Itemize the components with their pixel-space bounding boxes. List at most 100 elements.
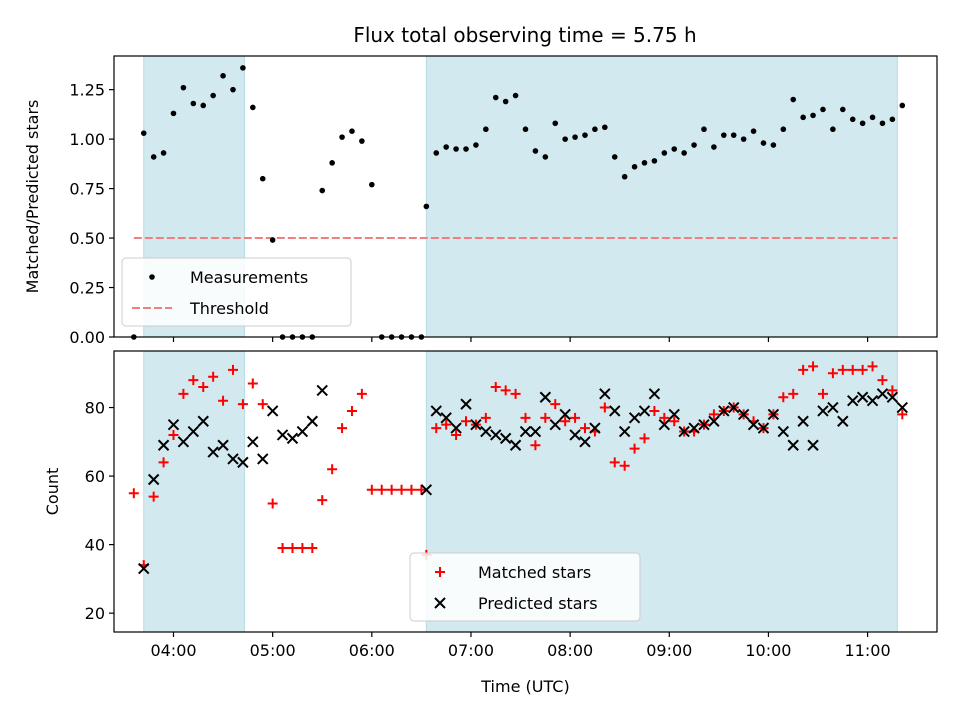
predicted-star-point: [837, 415, 849, 427]
matched-star-point: [817, 388, 828, 399]
matched-star-point: [570, 412, 581, 423]
predicted-star-point: [420, 484, 433, 496]
predicted-star-point: [147, 473, 160, 486]
matched-star-point: [297, 543, 308, 554]
predicted-star-point: [678, 425, 690, 438]
predicted-star-point: [827, 401, 839, 414]
measurement-point: [319, 187, 326, 194]
chart-title: Flux total observing time = 5.75 h: [353, 23, 696, 47]
measurement-point: [760, 140, 767, 146]
legend: Matched stars Predicted stars: [409, 552, 641, 622]
predicted-star-point: [490, 429, 502, 441]
measurement-point: [830, 126, 836, 133]
matched-star-point: [386, 484, 397, 495]
matched-star-point: [798, 364, 809, 375]
measurement-point: [721, 132, 727, 138]
axes-frame: [113, 55, 938, 338]
predicted-star-point: [549, 418, 561, 431]
matched-star-point: [550, 399, 561, 410]
y-tick-label: 1.25: [69, 81, 105, 100]
measurement-point: [562, 136, 568, 142]
predicted-star-point: [747, 418, 760, 431]
measurement-point: [552, 120, 559, 127]
legend-box: [121, 257, 352, 327]
matched-star-point: [356, 388, 367, 399]
predicted-star-point: [157, 439, 170, 451]
predicted-star-point: [569, 429, 581, 441]
predicted-star-point: [257, 453, 269, 465]
x-tick-label: 07:00: [448, 641, 494, 660]
measurement-point: [140, 130, 147, 136]
x-tick-label: 05:00: [250, 641, 296, 660]
matched-star-point: [827, 368, 838, 379]
measurement-point: [240, 65, 246, 71]
measurement-point: [820, 106, 826, 113]
measurement-point: [641, 160, 648, 166]
measurement-point: [740, 136, 747, 142]
predicted-star-point: [559, 408, 571, 421]
measurement-point: [329, 160, 335, 166]
x-tick-label: 08:00: [547, 641, 593, 660]
measurement-point: [512, 92, 519, 99]
y-tick-label: 80: [85, 399, 105, 418]
measurement-point: [602, 124, 608, 131]
matched-star-point: [490, 381, 501, 392]
measurement-point: [443, 144, 449, 150]
y-tick-label: 1.00: [69, 130, 105, 149]
matched-star-point: [837, 364, 848, 375]
matched-star-point: [560, 416, 571, 427]
matched-star-point: [188, 375, 199, 386]
bottom-panel-count: 20 40 60 80 04:00 05:00 06:00 07:00 08:00 09:00 10…: [43, 350, 938, 696]
measurement-point: [180, 84, 187, 91]
measurement-point: [631, 164, 638, 170]
legend-label: Threshold: [189, 299, 269, 318]
predicted-star-point: [579, 436, 591, 448]
measurement-point: [542, 154, 549, 160]
matched-star-point: [277, 543, 288, 554]
y-tick-label: 0.50: [69, 229, 105, 248]
measurement-point: [170, 110, 177, 117]
predicted-star-point: [266, 405, 279, 417]
predicted-star-point: [609, 405, 621, 417]
predicted-star-point: [197, 415, 209, 427]
legend-measurement-marker: [149, 274, 155, 280]
y-tick-label: 0.00: [69, 328, 105, 347]
matched-star-point: [540, 412, 551, 423]
y-axis-label: Count: [43, 468, 62, 516]
matched-star-point: [366, 484, 377, 495]
predicted-star-point: [807, 439, 819, 451]
measurement-point: [810, 112, 816, 119]
matched-star-point: [257, 399, 268, 410]
predicted-star-point: [227, 453, 239, 465]
predicted-star-point: [896, 401, 909, 414]
measurement-point: [691, 142, 697, 148]
predicted-star-point: [589, 422, 601, 434]
measurement-point: [671, 146, 678, 152]
predicted-star-point: [817, 405, 829, 417]
predicted-star-point: [787, 439, 799, 451]
y-tick-label: 40: [85, 536, 105, 555]
matched-star-point: [659, 412, 670, 423]
series-measurements: [131, 65, 906, 340]
x-tick-label: 04:00: [150, 641, 196, 660]
predicted-star-point: [886, 391, 899, 403]
matched-star-point: [639, 433, 650, 444]
measurement-point: [423, 203, 430, 210]
measurement-point: [889, 116, 896, 123]
measurement-point: [651, 158, 658, 164]
matched-star-point: [168, 429, 179, 440]
predicted-star-point: [296, 425, 309, 438]
x-tick-label: 11:00: [845, 641, 891, 660]
measurement-point: [790, 96, 797, 103]
measurement-point: [869, 114, 876, 121]
y-tick-label: 20: [85, 604, 105, 623]
matched-star-point: [227, 364, 238, 375]
matched-star-point: [317, 495, 328, 506]
matched-star-point: [788, 388, 799, 399]
measurement-point: [800, 114, 806, 121]
matched-star-point: [897, 409, 908, 420]
predicted-star-point: [306, 415, 319, 427]
measurement-point: [463, 146, 469, 152]
matched-star-point: [346, 405, 357, 416]
